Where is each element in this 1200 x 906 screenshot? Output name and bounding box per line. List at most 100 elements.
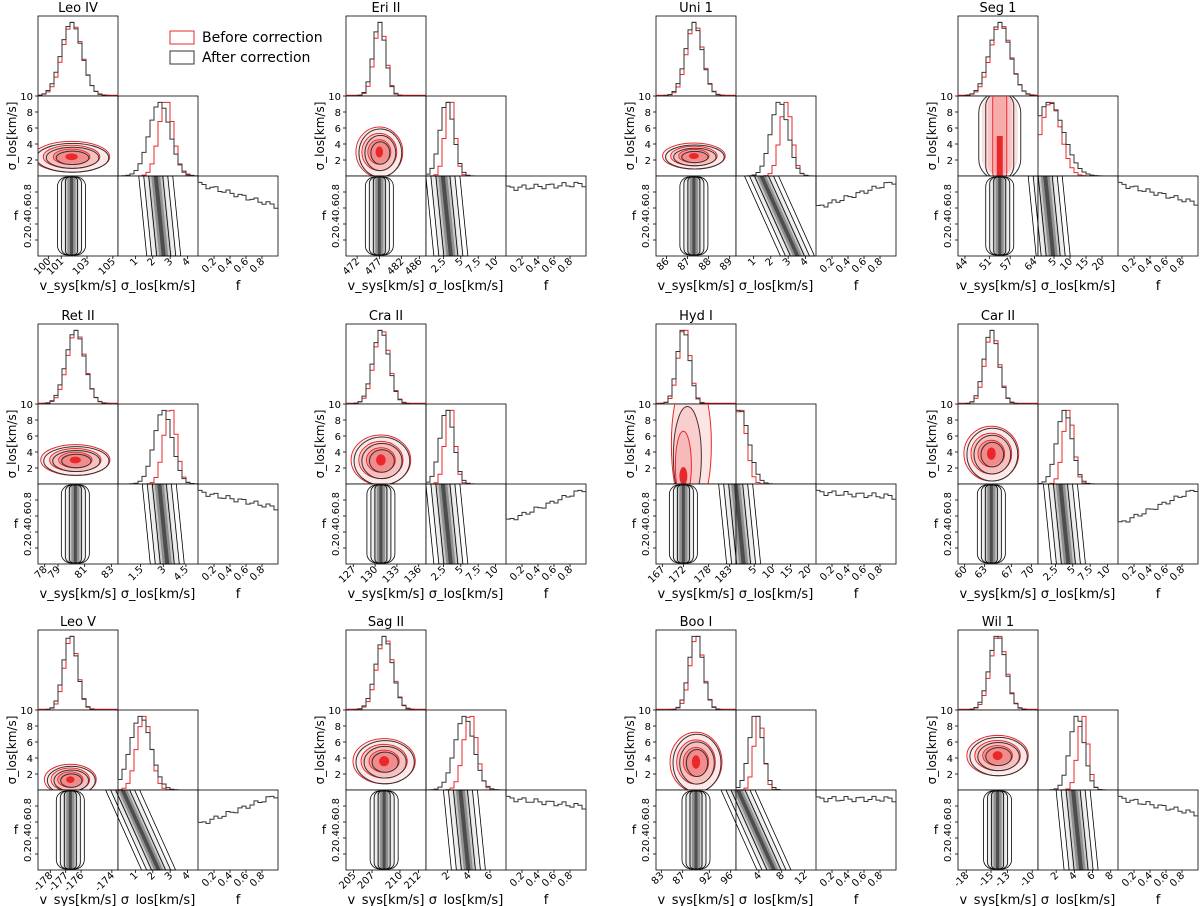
tick-label: 4: [180, 256, 192, 268]
tick-label: 2: [27, 156, 33, 167]
legend-label: Before correction: [202, 30, 323, 46]
tick-label: 2: [1049, 870, 1061, 882]
density-band: [998, 176, 1002, 256]
axis-label: σ_los[km/s]: [429, 893, 504, 906]
histogram-series: [957, 635, 1039, 710]
panel-frame: [735, 175, 817, 257]
tick-label: 0.6: [641, 508, 652, 524]
tick-label: 0.4: [834, 256, 853, 275]
contour-line: [57, 176, 86, 256]
tick-label: 0.8: [641, 184, 652, 200]
tick-label: 10: [940, 706, 953, 717]
axis-label: σ_los[km/s]: [623, 102, 637, 171]
tick-label: 0.2: [508, 870, 527, 889]
axis-label: f: [322, 823, 327, 837]
tick-label: 0.4: [834, 564, 853, 583]
contour-line: [105, 789, 177, 871]
tick-label: 4: [335, 448, 341, 459]
contour-line: [371, 751, 399, 773]
axis-label: σ_los[km/s]: [121, 279, 196, 294]
tick-label: 8: [645, 722, 651, 733]
tick-label: 15: [779, 564, 796, 581]
density-band: [681, 484, 685, 564]
contour-line: [985, 747, 1012, 767]
tick-label: 83: [650, 870, 667, 887]
tick-label: 2: [335, 464, 341, 475]
contour-line: [672, 733, 722, 790]
plot-title: Uni 1: [679, 1, 713, 16]
legend-swatch: [169, 50, 195, 65]
tick-label: 67: [1000, 564, 1017, 581]
tick-label: 1: [128, 870, 140, 882]
tick-label: 2: [764, 256, 776, 268]
contour-line: [679, 176, 709, 256]
tick-label: 8: [645, 416, 651, 427]
tick-label: 10: [20, 400, 33, 411]
contour-line: [985, 96, 1015, 176]
density-band: [153, 176, 166, 256]
axis-label: σ_los[km/s]: [925, 716, 939, 785]
histogram-series: [345, 21, 426, 97]
contour-line: [141, 483, 185, 565]
tick-label: 57: [999, 256, 1016, 273]
axis-label: σ_los[km/s]: [5, 102, 19, 171]
tick-label: 172: [667, 564, 688, 585]
tick-label: 0.2: [818, 870, 837, 889]
tick-label: 4: [947, 140, 953, 151]
tick-label: 87: [676, 256, 693, 273]
tick-label: 10: [638, 92, 651, 103]
contour-line: [368, 449, 395, 473]
panel-frame: [1037, 175, 1119, 257]
axis-label: f: [544, 279, 549, 294]
contour-line: [670, 404, 712, 484]
tick-label: 0.6: [641, 200, 652, 216]
histogram-series: [37, 329, 119, 405]
tick-label: 3: [163, 256, 175, 268]
plot-title: Eri II: [372, 1, 401, 16]
axis-label: v_sys[km/s]: [658, 893, 735, 906]
tick-label: 0.2: [1120, 256, 1139, 275]
tick-label: 207: [356, 870, 377, 891]
tick-label: 6: [645, 738, 651, 749]
plot-title: Leo IV: [58, 1, 98, 16]
tick-label: 4.5: [172, 564, 191, 583]
tick-label: 0.8: [331, 492, 342, 508]
axis-label: f: [934, 517, 939, 531]
tick-label: 0.4: [524, 256, 543, 275]
panel-frame: [957, 175, 1039, 257]
tick-label: 2: [947, 156, 953, 167]
tick-label: 4: [180, 870, 192, 882]
tick-label: 0.4: [216, 256, 235, 275]
histogram-series: [1037, 101, 1119, 177]
tick-label: 0.2: [200, 870, 219, 889]
axis-label: f: [854, 587, 859, 602]
axis-label: σ_los[km/s]: [623, 410, 637, 479]
tick-label: 2: [645, 464, 651, 475]
tick-label: 0.2: [641, 540, 652, 556]
axis-label: σ_los[km/s]: [313, 716, 327, 785]
tick-label: 0.4: [216, 870, 235, 889]
tick-label: 2.5: [1041, 564, 1060, 583]
density-band: [987, 96, 1012, 176]
tick-label: -18: [952, 870, 971, 889]
tick-label: 0.2: [943, 846, 954, 862]
plot-title: Ret II: [61, 309, 94, 324]
tick-label: 4: [645, 754, 651, 765]
tick-label: 0.4: [943, 830, 954, 846]
contour-line: [985, 176, 1015, 256]
density-band: [989, 484, 993, 564]
density-band: [157, 484, 170, 564]
density-band: [440, 176, 453, 256]
tick-label: 0.2: [23, 232, 34, 248]
panel-frame: [1037, 483, 1119, 565]
density-peak: [69, 456, 81, 464]
histogram-series: [655, 635, 737, 710]
panel-frame: [957, 483, 1039, 565]
contour-line: [668, 484, 698, 564]
tick-label: 10: [20, 706, 33, 717]
panel-frame: [37, 483, 119, 565]
tick-label: 88: [697, 256, 714, 273]
tick-label: 6: [483, 870, 495, 882]
tick-label: 6: [947, 738, 953, 749]
